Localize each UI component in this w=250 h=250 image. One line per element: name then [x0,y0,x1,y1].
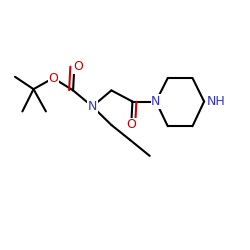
Text: O: O [126,118,136,132]
Text: NH: NH [206,95,225,108]
Text: O: O [73,60,83,74]
Text: O: O [48,72,58,85]
Text: N: N [151,95,160,108]
Text: N: N [88,100,97,113]
